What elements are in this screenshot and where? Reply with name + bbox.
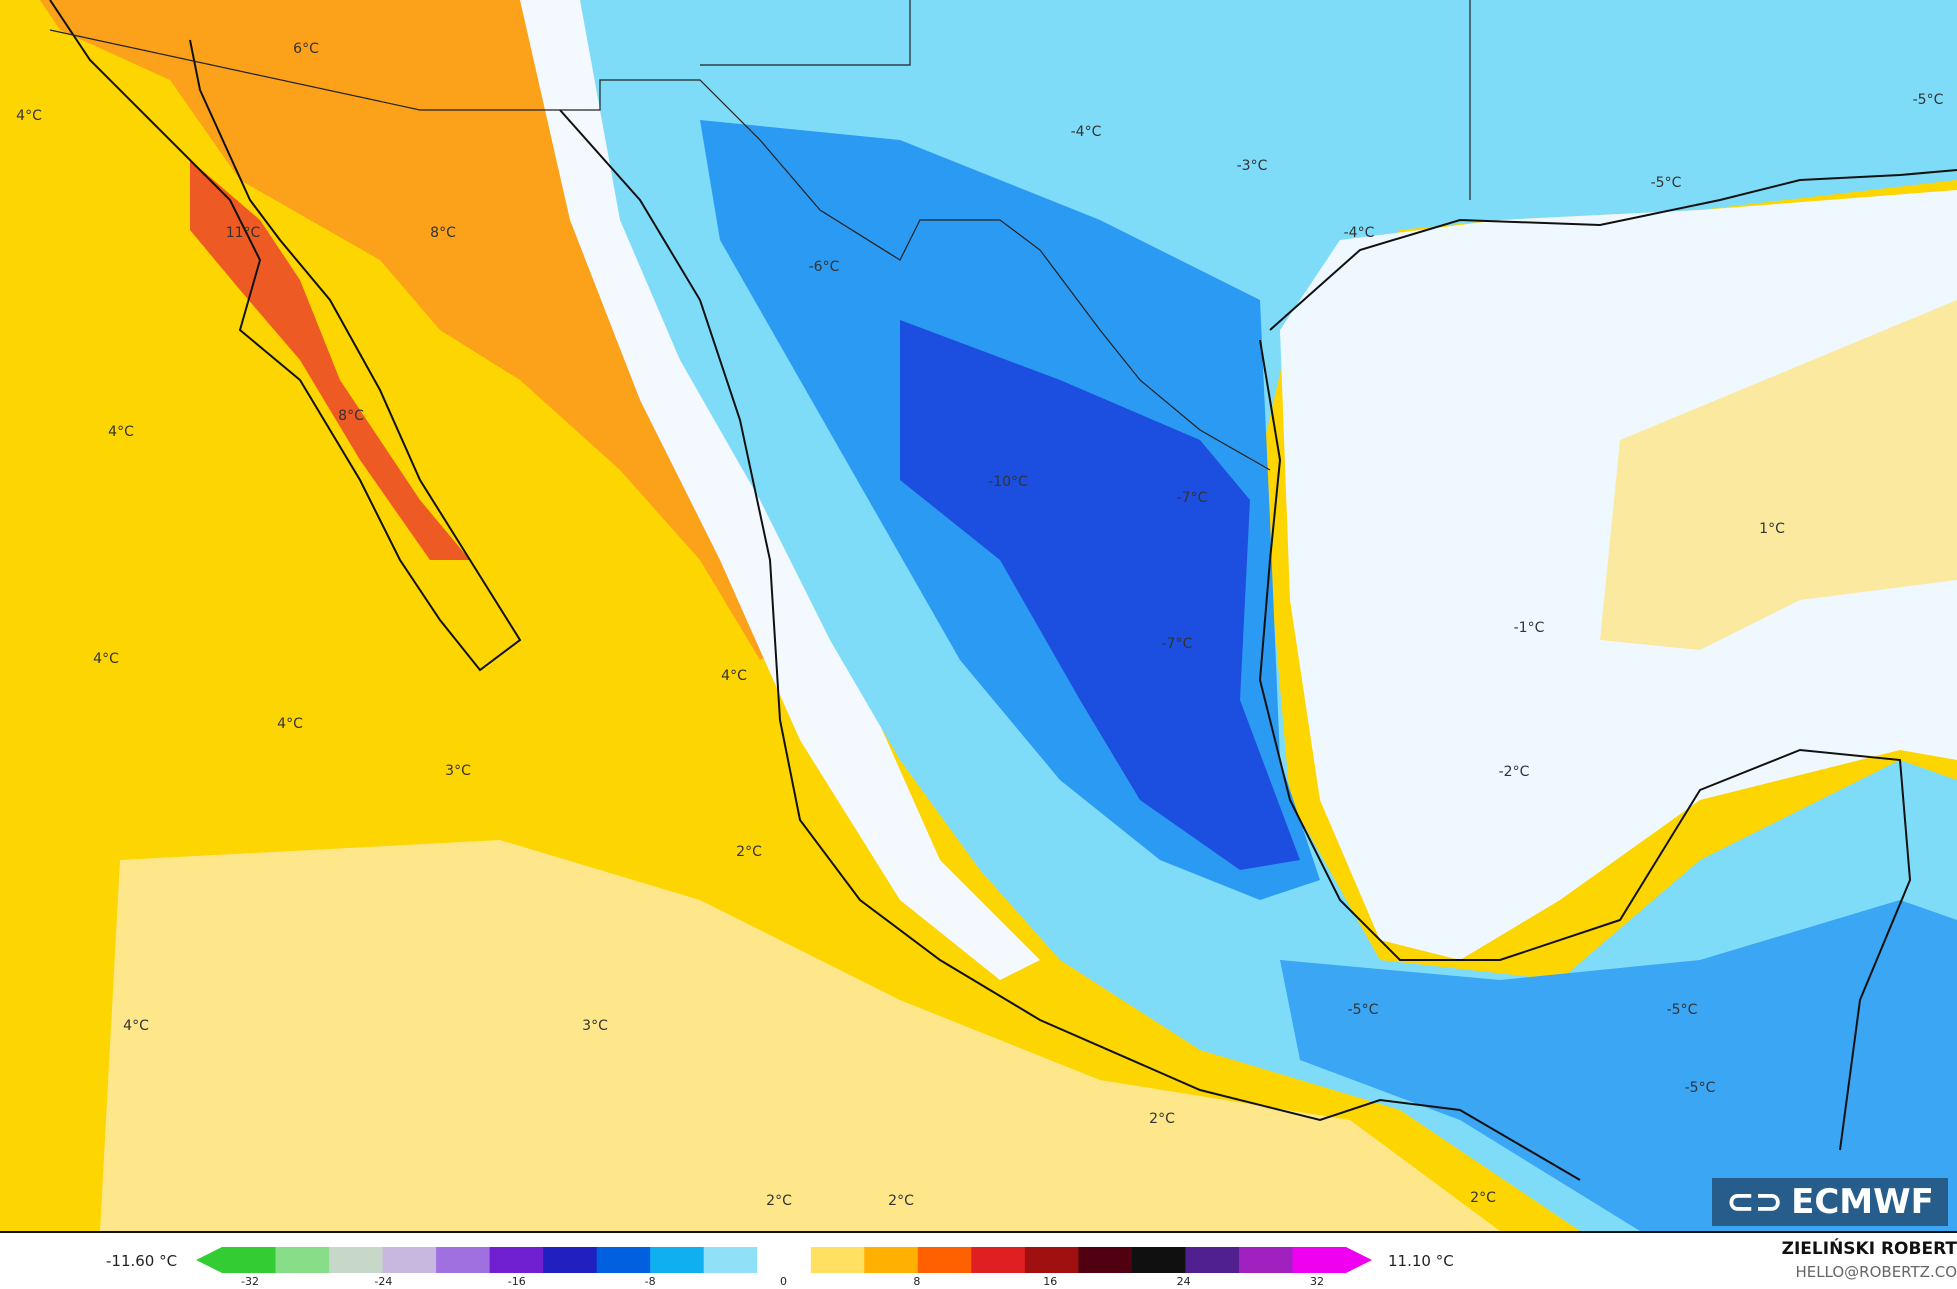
colorbar-swatch <box>917 1247 972 1273</box>
colorbar-tick-label: -16 <box>507 1275 526 1288</box>
ecmwf-logo-icon: ⊂⊃ <box>1726 1182 1784 1222</box>
colorbar-tick-label: 8 <box>913 1275 921 1288</box>
temperature-label: 4°C <box>123 1018 149 1034</box>
temperature-label: -10°C <box>988 474 1028 490</box>
temperature-label: -1°C <box>1513 620 1545 636</box>
temperature-label: 8°C <box>430 225 456 241</box>
colorbar-swatch <box>864 1247 919 1273</box>
colorbar-swatch <box>1238 1247 1293 1273</box>
blue-region-south <box>1280 900 1957 1231</box>
colorbar-swatch <box>703 1247 758 1273</box>
colorbar-swatch <box>650 1247 705 1273</box>
colorbar-swatch <box>543 1247 598 1273</box>
colorbar-tick-label: 16 <box>1043 1275 1058 1288</box>
temperature-label: -6°C <box>808 259 840 275</box>
colorbar-tick-label: -32 <box>241 1275 259 1288</box>
min-value-label: -11.60 °C <box>106 1252 178 1270</box>
colorbar-swatch <box>436 1247 491 1273</box>
temperature-label: -3°C <box>1236 158 1268 174</box>
legend-bar: -11.60 °C -32 -24 -16 -8 0 8 16 24 32 11.10 °C Z… <box>0 1231 1957 1289</box>
colorbar-swatch <box>275 1247 330 1273</box>
colorbar-tick-label: 24 <box>1176 1275 1191 1288</box>
temperature-label: -5°C <box>1650 175 1682 191</box>
author-email: HELLO@ROBERTZ.CO <box>1795 1263 1957 1281</box>
colorbar-swatch <box>1024 1247 1079 1273</box>
temperature-label: 4°C <box>721 668 747 684</box>
temperature-label: 8°C <box>338 408 364 424</box>
colorbar-swatch <box>196 1247 276 1273</box>
temperature-label: 6°C <box>293 41 319 57</box>
colorbar-tick-label: 0 <box>780 1275 787 1288</box>
temperature-label: 3°C <box>445 763 471 779</box>
coastline <box>49 0 1957 1181</box>
colorbar-swatch <box>596 1247 651 1273</box>
colorbar-swatch <box>1292 1247 1372 1273</box>
colorbar-swatch <box>382 1247 437 1273</box>
logo-text: ECMWF <box>1791 1182 1934 1222</box>
temperature-anomaly-map <box>0 0 1957 1231</box>
pale-yellow-south-region <box>100 840 1500 1231</box>
deep-blue-region <box>900 320 1300 870</box>
temperature-label: 4°C <box>16 108 42 124</box>
temperature-label: 4°C <box>277 716 303 732</box>
colorbar-tick-label: -24 <box>374 1275 393 1288</box>
temperature-label: 4°C <box>108 424 134 440</box>
colorbar-swatch <box>757 1247 812 1273</box>
author-name: ZIELIŃSKI ROBERT <box>1781 1239 1957 1259</box>
temperature-label: 1°C <box>1759 521 1785 537</box>
colorbar-swatch <box>1078 1247 1133 1273</box>
colorbar-tick-label: -8 <box>644 1275 656 1288</box>
ecmwf-logo: ⊂⊃ ECMWF <box>1712 1178 1948 1226</box>
colorbar <box>196 1247 1372 1273</box>
colorbar-swatch <box>329 1247 384 1273</box>
colorbar-tick-label: 32 <box>1310 1275 1324 1288</box>
temperature-label: 2°C <box>1149 1111 1175 1127</box>
temperature-label: 2°C <box>766 1193 792 1209</box>
colorbar-swatch <box>1185 1247 1240 1273</box>
temperature-label: 2°C <box>1470 1190 1496 1206</box>
transition-white-band <box>520 0 1040 980</box>
colorbar-swatch <box>1131 1247 1186 1273</box>
temperature-label: -7°C <box>1176 490 1208 506</box>
temperature-label: -2°C <box>1498 764 1530 780</box>
temperature-label: 2°C <box>888 1193 914 1209</box>
temperature-label: -4°C <box>1343 225 1375 241</box>
temperature-label: 4°C <box>93 651 119 667</box>
colorbar-swatch <box>971 1247 1026 1273</box>
temperature-label: -5°C <box>1684 1080 1716 1096</box>
pale-yellow-east-region <box>1600 300 1957 650</box>
temperature-label: 3°C <box>582 1018 608 1034</box>
max-value-label: 11.10 °C <box>1388 1252 1454 1270</box>
orange-region <box>40 0 800 660</box>
temperature-label: 2°C <box>736 844 762 860</box>
temperature-label: -5°C <box>1666 1002 1698 1018</box>
colorbar-swatch <box>810 1247 865 1273</box>
temperature-label: 11°C <box>225 225 261 241</box>
temperature-label: -5°C <box>1347 1002 1379 1018</box>
temperature-label: -7°C <box>1161 636 1193 652</box>
temperature-label: -5°C <box>1912 92 1944 108</box>
temperature-label: -4°C <box>1070 124 1102 140</box>
border-lines <box>49 0 1471 471</box>
colorbar-swatch <box>489 1247 544 1273</box>
